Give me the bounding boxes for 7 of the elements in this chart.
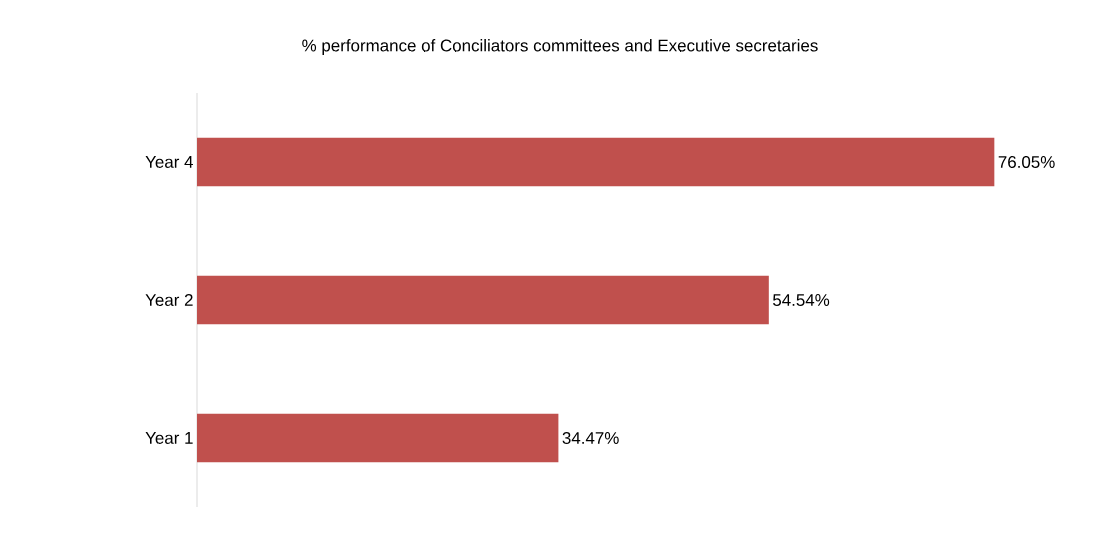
chart-title: % performance of Conciliators committees and Executive secretaries xyxy=(302,39,818,55)
data-label: 76.05% xyxy=(998,156,1055,169)
y-tick-label: Year 4 xyxy=(145,156,193,168)
data-label: 54.54% xyxy=(773,294,830,306)
y-tick-label: Year 1 xyxy=(145,432,193,444)
y-tick-label: Year 2 xyxy=(145,294,193,307)
data-label: 34.47% xyxy=(562,432,619,445)
